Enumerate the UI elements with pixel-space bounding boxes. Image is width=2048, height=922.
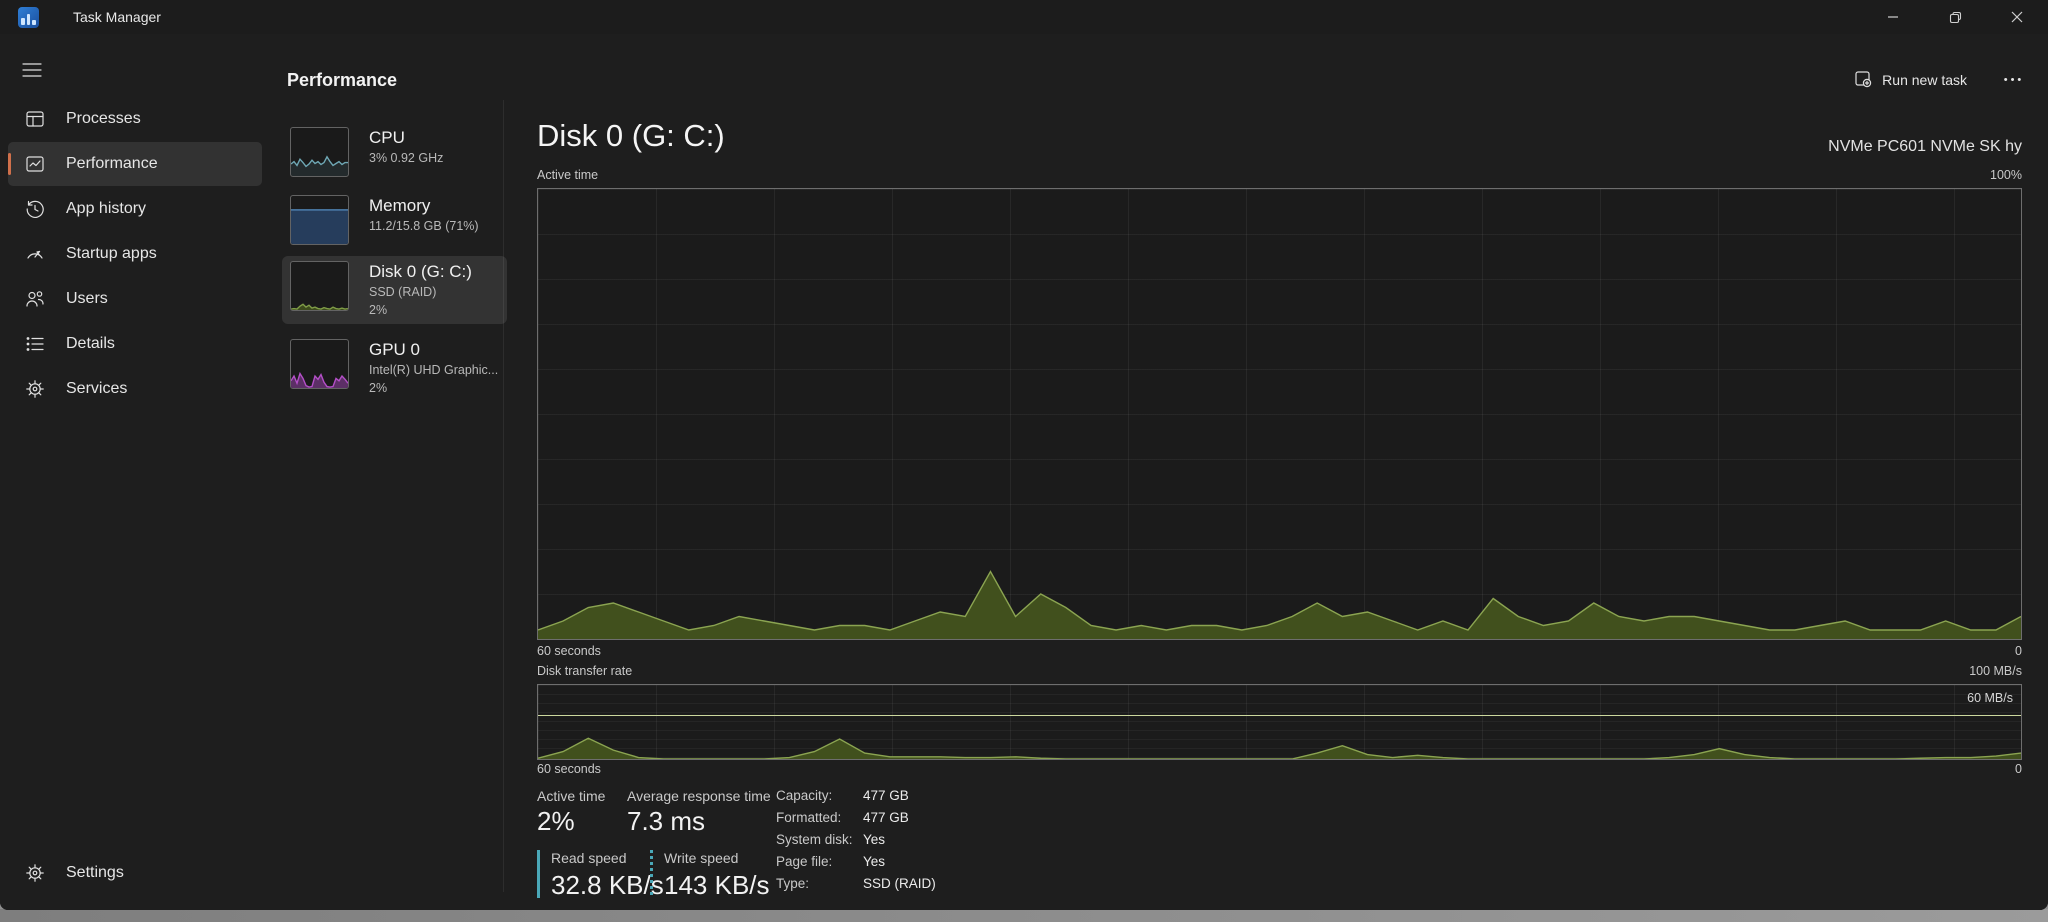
sidebar-item-label: Details [66,335,115,352]
run-new-task-icon [1854,70,1872,91]
sidebar-item-app-history[interactable]: App history [8,187,262,231]
write-speed-value: 143 KB/s [664,870,770,900]
perf-list-item-memory[interactable]: Memory 11.2/15.8 GB (71%) [282,190,507,250]
more-options-icon[interactable]: ••• [2003,74,2025,86]
sidebar-item-label: Performance [66,155,158,172]
run-new-task-label: Run new task [1882,72,1967,88]
perf-item-percent: 2% [369,381,388,395]
active-time-stat-value: 2% [537,806,575,836]
active-time-stat-label: Active time [537,788,606,804]
hamburger-menu-icon[interactable] [10,50,54,90]
sidebar-item-performance[interactable]: Performance [8,142,262,186]
formatted-label: Formatted: [776,810,842,825]
cpu-sparkline [290,127,349,177]
perf-item-detail: 11.2/15.8 GB (71%) [369,219,479,233]
sidebar-item-services[interactable]: Services [8,367,262,411]
chart1-max-label: 100% [1990,168,2022,182]
sidebar-item-label: App history [66,200,147,217]
main-pane: Performance Run new task ••• CPU 3% 0.92… [270,34,2048,910]
perf-item-detail: 3% 0.92 GHz [369,151,444,165]
perf-list-item-cpu[interactable]: CPU 3% 0.92 GHz [282,122,507,182]
device-name: NVMe PC601 NVMe SK hy [1828,138,2022,155]
page-title: Performance [287,70,398,90]
system-disk-label: System disk: [776,832,853,847]
minimize-button[interactable] [1862,0,1924,34]
gpu-sparkline [290,339,349,389]
task-manager-logo-icon [18,7,39,28]
close-button[interactable] [1986,0,2048,34]
run-new-task-button[interactable]: Run new task [1846,64,1975,96]
perf-list-item-gpu0[interactable]: GPU 0 Intel(R) UHD Graphic... 2% [282,334,507,402]
avg-response-stat-value: 7.3 ms [627,806,706,836]
read-speed-bar [537,850,540,898]
perf-item-detail: SSD (RAID) [369,285,437,299]
read-speed-value: 32.8 KB/s [551,870,664,900]
write-speed-label: Write speed [664,850,739,866]
chart1-min-label: 0 [2015,644,2022,658]
sidebar-item-details[interactable]: Details [8,322,262,366]
sidebar-item-processes[interactable]: Processes [8,97,262,141]
detail-title: Disk 0 (G: C:) [537,118,725,153]
restore-button[interactable] [1924,0,1986,34]
details-icon [24,333,46,355]
selection-accent-bar [8,153,11,175]
type-value: SSD (RAID) [863,876,936,891]
perf-list-item-disk0[interactable]: Disk 0 (G: C:) SSD (RAID) 2% [282,256,507,324]
transfer-rate-chart: 60 MB/s [537,684,2022,760]
memory-sparkline [290,195,349,245]
sidebar: Processes Performance App history [0,34,270,910]
chart1-label: Active time [537,168,599,182]
desktop-strip [0,909,2048,922]
chart2-max-label: 100 MB/s [1969,664,2022,678]
chart2-min-label: 0 [2015,762,2022,776]
perf-item-percent: 2% [369,303,388,317]
services-gear-icon [24,378,46,400]
chart2-label: Disk transfer rate [537,664,633,678]
capacity-value: 477 GB [863,788,909,803]
chart2-x-label: 60 seconds [537,762,601,776]
page-file-label: Page file: [776,854,833,869]
perf-item-name: Disk 0 (G: C:) [369,262,472,281]
window-title: Task Manager [73,9,161,25]
perf-item-name: CPU [369,128,405,147]
page-file-value: Yes [863,854,886,869]
read-speed-label: Read speed [551,850,627,866]
chart1-x-label: 60 seconds [537,644,601,658]
sidebar-item-label: Processes [66,110,141,127]
app-history-icon [24,198,46,220]
startup-apps-icon [24,243,46,265]
formatted-value: 477 GB [863,810,909,825]
avg-response-stat-label: Average response time [627,788,771,804]
list-divider [503,100,504,892]
sidebar-item-users[interactable]: Users [8,277,262,321]
disk-sparkline [290,261,349,311]
settings-gear-icon [24,862,46,884]
sidebar-item-label: Users [66,290,108,307]
sidebar-item-settings[interactable]: Settings [8,851,262,895]
perf-item-name: Memory [369,196,431,215]
active-time-chart [537,188,2022,640]
perf-item-detail: Intel(R) UHD Graphic... [369,363,499,377]
capacity-label: Capacity: [776,788,833,803]
write-speed-bar [650,850,653,898]
system-disk-value: Yes [863,832,886,847]
users-icon [24,288,46,310]
sidebar-item-label: Services [66,380,128,397]
perf-item-name: GPU 0 [369,340,421,359]
processes-icon [24,108,46,130]
threshold-label: 60 MB/s [1967,691,2013,705]
type-label: Type: [776,876,810,891]
sidebar-item-startup-apps[interactable]: Startup apps [8,232,262,276]
sidebar-item-label: Startup apps [66,245,157,262]
threshold-line [538,714,2021,716]
performance-icon [24,153,46,175]
sidebar-item-label: Settings [66,864,124,881]
titlebar: Task Manager [0,0,2048,34]
